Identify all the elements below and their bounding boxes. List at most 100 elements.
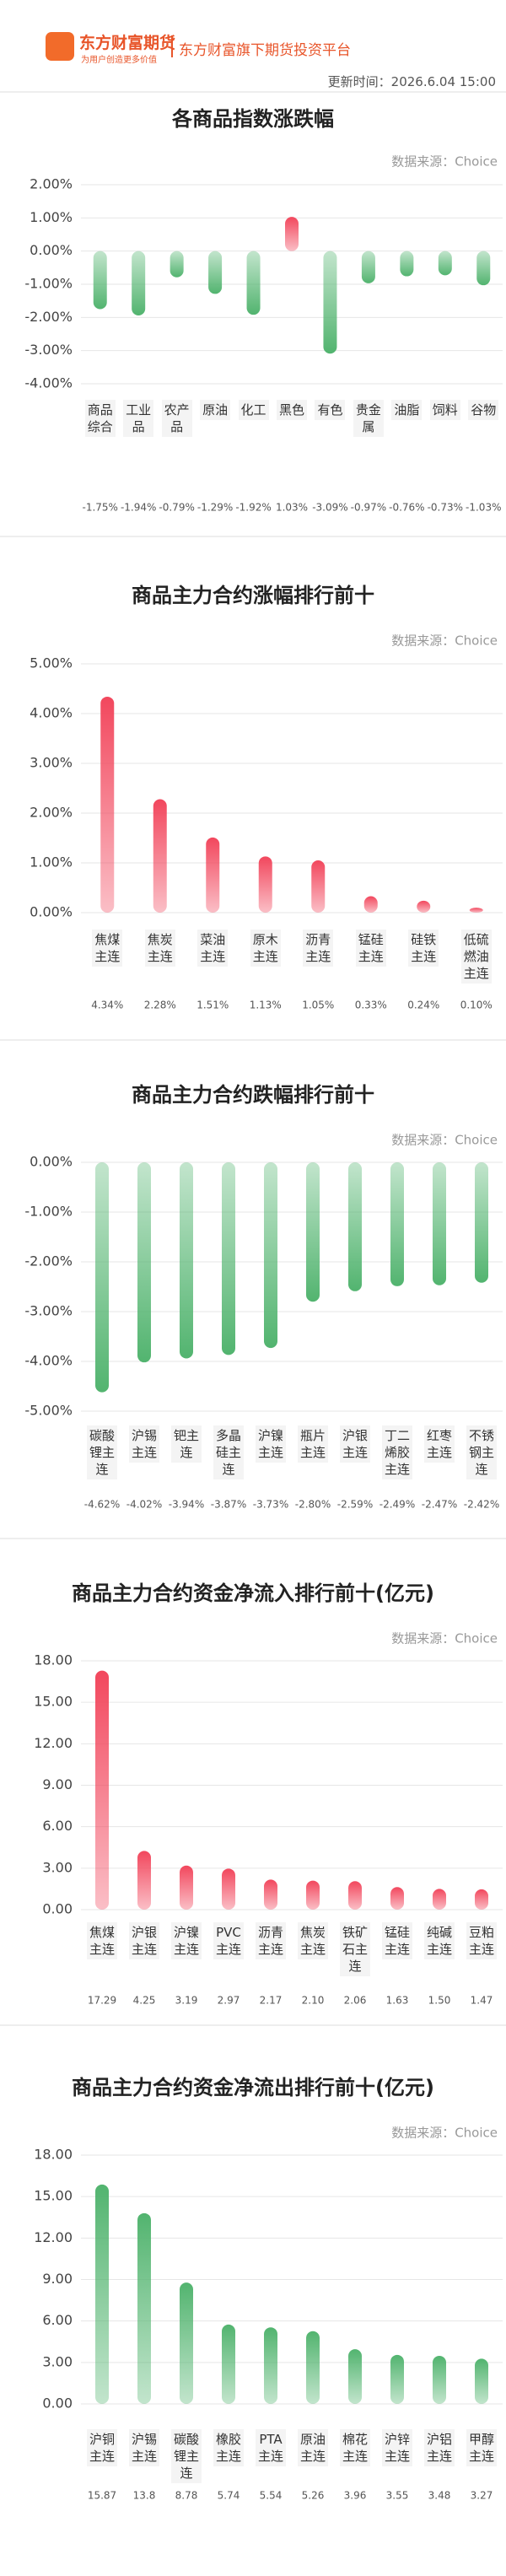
- y-tick-label: -4.00%: [24, 1353, 73, 1369]
- bar: [222, 1868, 235, 1910]
- bar: [311, 860, 326, 913]
- bar: [153, 799, 167, 913]
- value-label: -0.73%: [428, 502, 463, 514]
- y-tick-label: 3.00: [42, 2353, 73, 2369]
- chart: 商品主力合约资金净流入排行前十(亿元) 数据来源：Choice 18.00 15.00…: [34, 1582, 503, 2007]
- bar: [137, 1851, 151, 1910]
- y-tick-label: 5.00%: [30, 655, 73, 671]
- value-label: -1.92%: [235, 502, 271, 514]
- bar: [93, 251, 107, 310]
- bar: [433, 1889, 446, 1910]
- y-tick-label: 3.00: [42, 1859, 73, 1875]
- category-label: 谷物: [468, 400, 499, 420]
- brand: 东方财富期货: [79, 34, 176, 52]
- value-label: 5.26: [302, 2490, 325, 2502]
- value-label: 17.29: [88, 1995, 116, 2007]
- value-label: -3.73%: [253, 1499, 288, 1511]
- category-label: 焦煤主连: [92, 930, 123, 967]
- data-source: 数据来源：Choice: [391, 1133, 498, 1148]
- bar: [400, 251, 414, 277]
- bar: [476, 251, 491, 286]
- platform: 东方财富旗下期货投资平台: [179, 42, 351, 59]
- value-label: 0.10%: [460, 1000, 493, 1011]
- category-label: 沪镍主连: [171, 1922, 202, 1959]
- value-label: 3.55: [386, 2490, 409, 2502]
- chart-section: 商品主力合约资金净流出排行前十(亿元) 数据来源：Choice 18.00 15.00…: [0, 2024, 506, 2574]
- bar: [306, 2331, 320, 2404]
- bar: [264, 2327, 277, 2404]
- y-tick-label: 6.00: [42, 2312, 73, 2328]
- chart-title: 商品主力合约跌幅排行前十: [132, 1083, 374, 1107]
- value-label: -2.42%: [464, 1499, 499, 1511]
- category-label: 瓶片主连: [298, 1425, 328, 1463]
- bar: [363, 896, 378, 913]
- category-label: 焦炭主连: [144, 930, 175, 967]
- bar: [95, 2184, 109, 2404]
- bar: [285, 217, 299, 251]
- y-tick-label: -1.00%: [24, 276, 73, 292]
- value-label: 0.33%: [355, 1000, 387, 1011]
- category-label: 碳酸锂主连: [171, 2429, 202, 2483]
- category-label: 多晶硅主连: [213, 1425, 244, 1479]
- y-tick-label: 9.00: [42, 2271, 73, 2287]
- bar: [258, 856, 272, 913]
- bar: [306, 1880, 320, 1910]
- category-label: 沥青主连: [303, 930, 334, 967]
- y-tick-label: 18.00: [34, 1652, 73, 1668]
- value-label: -3.94%: [169, 1499, 204, 1511]
- bar: [390, 1887, 404, 1910]
- bar: [137, 1162, 151, 1363]
- divider: [171, 35, 173, 57]
- bar: [100, 696, 115, 913]
- value-label: 0.24%: [407, 1000, 439, 1011]
- category-label: 锰硅主连: [382, 1922, 412, 1959]
- bar: [348, 1162, 362, 1291]
- category-label: 商品综合: [84, 400, 116, 437]
- value-label: 8.78: [175, 2490, 198, 2502]
- category-label: 橡胶主连: [213, 2429, 244, 2466]
- y-tick-label: -2.00%: [24, 1253, 73, 1269]
- slogan: 为用户创造更多价值: [81, 56, 157, 65]
- y-tick-label: 2.00%: [30, 805, 73, 821]
- value-label: -0.79%: [159, 502, 194, 514]
- value-label: 1.13%: [250, 1000, 282, 1011]
- value-label: -1.94%: [121, 502, 156, 514]
- value-label: 4.25: [133, 1995, 156, 2007]
- category-label: 焦炭主连: [298, 1922, 328, 1959]
- logo-icon: [46, 32, 74, 61]
- bar: [180, 1162, 193, 1359]
- category-label: 豆粕主连: [466, 1922, 497, 1959]
- y-tick-label: 1.00%: [30, 854, 73, 870]
- y-tick-label: -3.00%: [24, 1303, 73, 1319]
- update-time: 更新时间：2026.6.04 15:00: [327, 74, 496, 89]
- value-label: 5.54: [260, 2490, 283, 2502]
- category-label: 饲料: [429, 400, 460, 420]
- category-label: 沪银主连: [129, 1922, 159, 1959]
- category-label: 碳酸锂主连: [87, 1425, 117, 1479]
- y-tick-label: 2.00%: [30, 176, 73, 192]
- value-label: 2.06: [344, 1995, 367, 2007]
- category-label: 不锈钢主连: [466, 1425, 497, 1479]
- value-label: -1.29%: [197, 502, 233, 514]
- value-label: -3.09%: [312, 502, 347, 514]
- value-label: 4.34%: [91, 1000, 123, 1011]
- category-label: 钯主连: [171, 1425, 202, 1463]
- y-tick-label: -2.00%: [24, 309, 73, 325]
- value-label: -4.02%: [126, 1499, 162, 1511]
- category-label: 沥青主连: [256, 1922, 286, 1959]
- category-label: 原油: [200, 400, 231, 420]
- category-label: PVC主连: [213, 1922, 244, 1959]
- bar: [475, 1889, 488, 1910]
- bar: [222, 2324, 235, 2404]
- y-tick-label: 12.00: [34, 1735, 73, 1751]
- value-label: 3.48: [428, 2490, 451, 2502]
- value-label: 3.96: [344, 2490, 367, 2502]
- category-label: 红枣主连: [424, 1425, 455, 1463]
- chart-title: 商品主力合约涨幅排行前十: [132, 584, 374, 607]
- y-tick-label: 1.00%: [30, 209, 73, 225]
- data-source: 数据来源：Choice: [391, 633, 498, 649]
- category-label: 菜油主连: [197, 930, 229, 967]
- value-label: 1.05%: [302, 1000, 334, 1011]
